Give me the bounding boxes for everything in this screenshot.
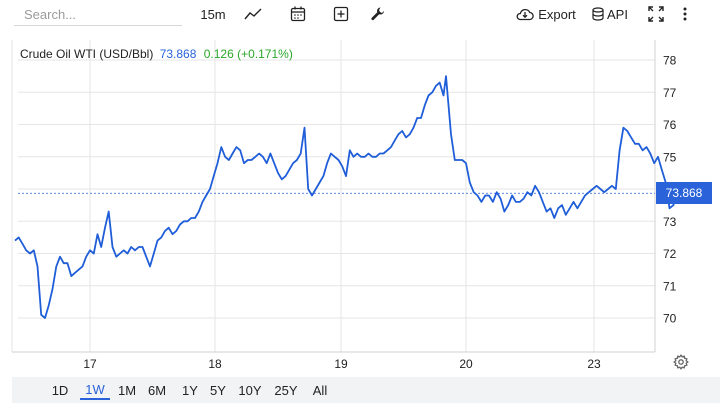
legend-change: 0.126 (+0.171%) — [203, 47, 293, 61]
x-tick-label: 19 — [334, 357, 348, 371]
legend-instrument-name: Crude Oil WTI (USD/Bbl) — [20, 47, 154, 61]
line-chart-icon — [244, 8, 262, 20]
database-icon — [592, 7, 604, 21]
more-options-button[interactable] — [676, 4, 694, 24]
x-tick-label: 17 — [83, 357, 97, 371]
export-label: Export — [538, 6, 576, 22]
y-tick-label: 75 — [663, 150, 677, 164]
range-button-1y[interactable]: 1Y — [182, 382, 198, 398]
range-button-5y[interactable]: 5Y — [210, 382, 226, 398]
y-tick-label: 78 — [663, 54, 677, 68]
y-tick-label: 73 — [663, 215, 677, 229]
calendar-icon — [290, 6, 306, 22]
chart-type-button[interactable] — [242, 4, 264, 24]
plus-icon — [333, 6, 349, 22]
y-tick-label: 71 — [663, 279, 677, 293]
y-tick-label: 72 — [663, 247, 677, 261]
search-input[interactable] — [14, 4, 182, 25]
range-button-10y[interactable]: 10Y — [238, 382, 262, 398]
legend-price: 73.868 — [159, 47, 197, 61]
range-button-1d[interactable]: 1D — [51, 382, 69, 398]
fullscreen-button[interactable] — [646, 4, 666, 24]
range-selector: 1D 1W 1M 6M 1Y 5Y 10Y 25Y All — [12, 377, 720, 403]
x-tick-label: 20 — [459, 357, 473, 371]
y-tick-label: 70 — [663, 312, 677, 326]
export-button[interactable]: Export — [515, 4, 577, 24]
last-price-tag: 73.868 — [656, 182, 712, 205]
chart-toolbar: 15m Export — [0, 0, 720, 30]
api-button[interactable]: API — [591, 4, 629, 24]
search-box — [14, 4, 182, 26]
range-button-25y[interactable]: 25Y — [274, 382, 298, 398]
chart-settings-button[interactable] — [673, 354, 689, 370]
x-tick-label: 18 — [208, 357, 222, 371]
add-comparison-button[interactable] — [330, 4, 352, 24]
gear-icon — [673, 354, 689, 370]
range-button-1m[interactable]: 1M — [117, 382, 137, 398]
y-tick-label: 77 — [663, 86, 677, 100]
cloud-download-icon — [516, 8, 534, 21]
wrench-icon — [371, 7, 384, 21]
x-tick-label: 23 — [587, 357, 601, 371]
range-button-6m[interactable]: 6M — [147, 382, 167, 398]
range-button-all[interactable]: All — [312, 382, 328, 398]
more-vertical-icon — [683, 7, 687, 21]
interval-button[interactable]: 15m — [200, 6, 226, 22]
y-tick-label: 76 — [663, 118, 677, 132]
chart-legend: Crude Oil WTI (USD/Bbl) 73.868 0.126 (+0… — [20, 47, 293, 61]
drawing-tools-button[interactable] — [367, 4, 389, 24]
price-series-line — [14, 75, 679, 319]
api-label: API — [607, 6, 628, 22]
fullscreen-icon — [648, 6, 664, 22]
calendar-button[interactable] — [287, 4, 309, 24]
range-button-1w[interactable]: 1W — [80, 380, 110, 400]
